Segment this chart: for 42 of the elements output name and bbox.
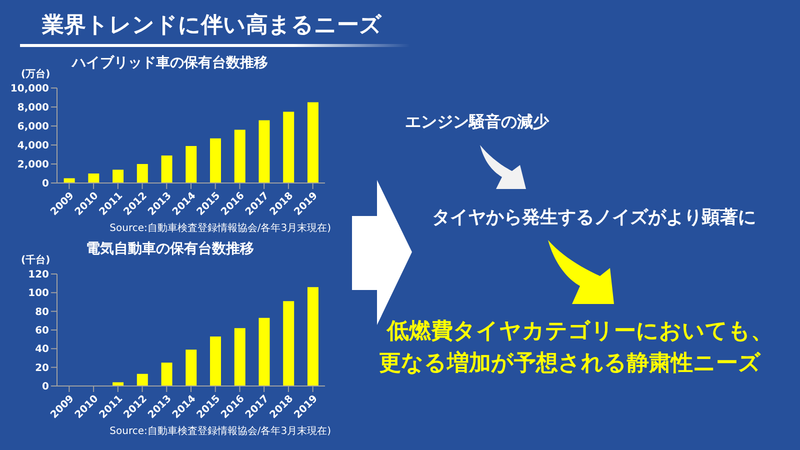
- bar: [234, 328, 246, 386]
- bar: [161, 362, 172, 386]
- y-tick-label: 60: [35, 326, 50, 337]
- source-note: Source:自動車検査登録情報協会/各年3月末現在): [110, 424, 331, 438]
- bar: [161, 155, 172, 183]
- bar: [136, 164, 148, 183]
- bar: [136, 374, 148, 386]
- bar: [258, 120, 270, 183]
- y-tick-label: 100: [28, 288, 50, 300]
- bar: [210, 138, 222, 183]
- y-tick-label: 8,000: [17, 102, 50, 114]
- bar: [283, 301, 294, 386]
- y-tick-label: 40: [35, 344, 50, 356]
- text: 業界トレンドに伴い高まるニーズ: [42, 12, 382, 40]
- chart-title: 電気自動車の保有台数推移: [86, 241, 254, 257]
- bar: [307, 102, 318, 183]
- y-axis-title: (万台): [21, 68, 50, 81]
- y-axis-title: (千台): [21, 254, 50, 267]
- y-tick-label: 0: [42, 178, 50, 190]
- source-note: Source:自動車検査登録情報協会/各年3月末現在): [110, 222, 331, 235]
- bar: [88, 174, 100, 183]
- y-tick-label: 4,000: [17, 140, 50, 152]
- bar: [283, 112, 294, 183]
- chart-title: ハイブリッド車の保有台数推移: [72, 55, 268, 71]
- y-tick-label: 2,000: [17, 160, 50, 171]
- y-tick-label: 6,000: [17, 122, 50, 133]
- bar: [186, 350, 197, 386]
- bar: [186, 146, 197, 183]
- bar: [234, 130, 246, 183]
- text: タイヤから発生するノイズがより顕著に: [432, 206, 756, 229]
- text: 更なる増加が予想される静粛性ニーズ: [378, 350, 762, 378]
- text: エンジン騒音の減少: [405, 112, 549, 133]
- bar: [307, 287, 318, 386]
- bar: [258, 318, 270, 386]
- bar: [210, 336, 222, 386]
- y-tick-label: 20: [35, 362, 50, 374]
- y-tick-label: 120: [28, 270, 50, 281]
- bar: [112, 170, 124, 183]
- y-tick-label: 80: [35, 306, 50, 318]
- y-tick-label: 0: [42, 382, 50, 393]
- y-tick-label: 10,000: [10, 84, 50, 95]
- text: 低燃費タイヤカテゴリーにおいても、: [385, 318, 774, 346]
